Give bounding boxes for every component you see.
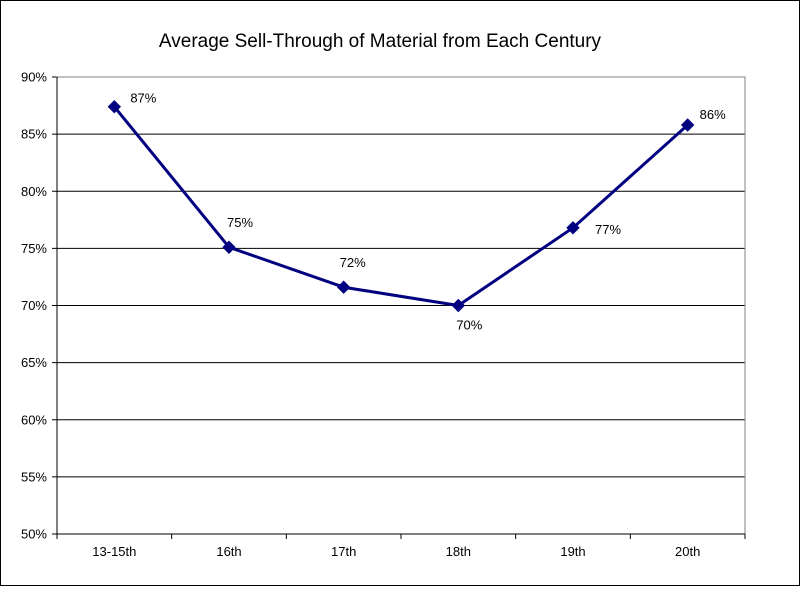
- x-tick-label: 20th: [675, 544, 700, 559]
- data-label: 87%: [130, 91, 156, 106]
- chart-title: Average Sell-Through of Material from Ea…: [159, 31, 602, 52]
- y-tick-label: 85%: [21, 127, 47, 142]
- data-label: 70%: [456, 318, 482, 333]
- x-tick-label: 13-15th: [92, 544, 136, 559]
- y-axis-tick-labels: 50% 55% 60% 65% 70% 75% 80% 85% 90%: [21, 70, 47, 542]
- y-tick-label: 80%: [21, 184, 47, 199]
- y-tick-label: 55%: [21, 469, 47, 484]
- x-tick-label: 17th: [331, 544, 356, 559]
- x-axis-tick-labels: 13-15th 16th 17th 18th 19th 20th: [92, 544, 700, 559]
- y-tick-label: 60%: [21, 412, 47, 427]
- x-tick-label: 16th: [216, 544, 241, 559]
- data-point-marker: [451, 298, 466, 313]
- data-labels: 87% 75% 72% 70% 77% 86%: [130, 91, 726, 333]
- y-tick-label: 65%: [21, 355, 47, 370]
- data-point-marker: [680, 118, 695, 132]
- series: [107, 99, 695, 313]
- series-line: [113, 105, 689, 307]
- x-tick-label: 18th: [446, 544, 471, 559]
- data-point-marker: [222, 240, 236, 254]
- data-label: 77%: [595, 222, 621, 237]
- y-tick-label: 90%: [21, 70, 47, 85]
- y-tick-label: 70%: [21, 298, 47, 313]
- x-tick-label: 19th: [560, 544, 585, 559]
- data-point-marker: [336, 280, 351, 294]
- y-tick-label: 50%: [21, 527, 47, 542]
- data-point-marker: [566, 221, 580, 235]
- y-tick-label: 75%: [21, 241, 47, 256]
- gridlines: [52, 76, 746, 539]
- data-label: 86%: [700, 107, 726, 122]
- data-label: 75%: [227, 215, 253, 230]
- data-label: 72%: [340, 255, 366, 270]
- data-point-marker: [107, 99, 122, 114]
